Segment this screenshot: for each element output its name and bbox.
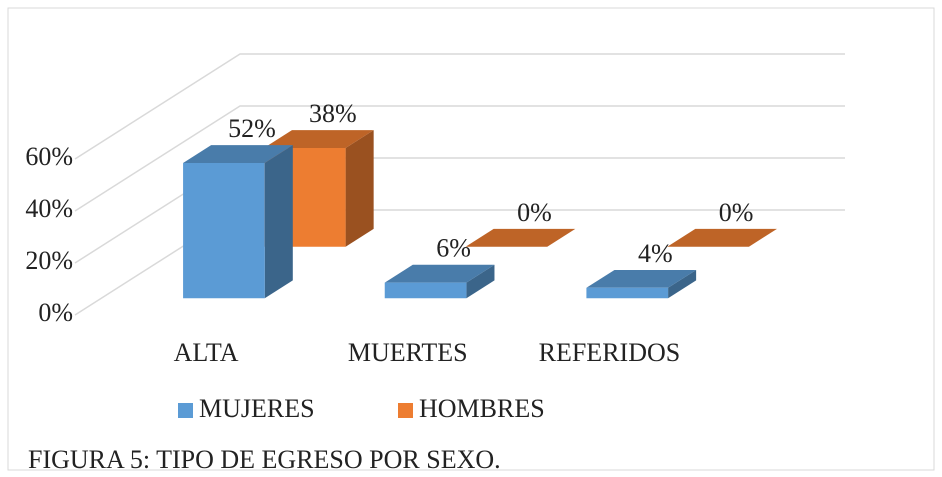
- bar-front: [183, 163, 265, 299]
- data-label: 6%: [436, 234, 471, 263]
- bar-front: [384, 282, 467, 299]
- bar-side: [264, 145, 293, 299]
- x-tick-label: MUERTES: [348, 338, 468, 367]
- y-tick-label: 20%: [25, 246, 73, 275]
- x-tick-label: REFERIDOS: [539, 338, 681, 367]
- bar: [667, 228, 777, 247]
- bar: [465, 228, 576, 247]
- grid-line: [74, 105, 845, 212]
- data-label: 0%: [517, 198, 552, 227]
- data-label: 0%: [719, 198, 754, 227]
- y-tick-label: 0%: [38, 298, 73, 327]
- bar: [384, 264, 495, 299]
- bar-top: [263, 130, 374, 148]
- bar-top: [183, 145, 293, 163]
- x-tick-label: ALTA: [174, 338, 239, 367]
- bar-side: [466, 264, 495, 299]
- chart-title: FIGURA 5: TIPO DE EGRESO POR SEXO.: [28, 445, 501, 474]
- bar-top: [465, 228, 576, 247]
- bar-front: [586, 287, 669, 299]
- bar: [183, 145, 293, 299]
- legend-swatch: [178, 403, 193, 418]
- bar: [586, 269, 697, 299]
- chart-border: [7, 7, 935, 471]
- legend-label: MUJERES: [199, 394, 315, 423]
- y-tick-label: 60%: [25, 142, 73, 171]
- grid-line: [74, 53, 845, 160]
- legend-swatch: [398, 403, 413, 418]
- bar-side: [668, 269, 697, 299]
- data-label: 4%: [638, 239, 673, 268]
- y-tick-label: 40%: [25, 194, 73, 223]
- data-label: 38%: [309, 99, 357, 128]
- bar-top: [667, 228, 777, 247]
- legend-label: HOMBRES: [419, 394, 545, 423]
- bar-top: [384, 264, 495, 283]
- data-label: 52%: [228, 114, 276, 143]
- bar-side: [345, 130, 374, 247]
- bar-top: [586, 269, 697, 288]
